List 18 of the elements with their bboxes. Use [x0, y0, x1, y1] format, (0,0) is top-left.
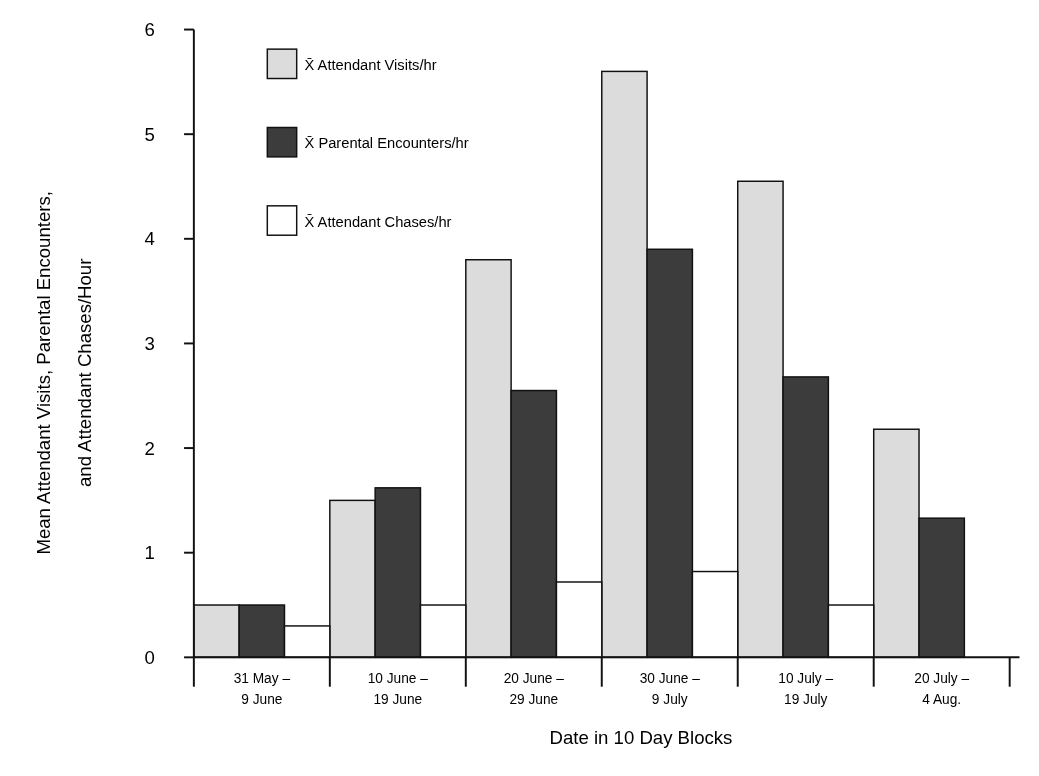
- x-tick-label: 20 July – 4 Aug.: [914, 670, 970, 708]
- y-tick-label: 0: [144, 646, 155, 668]
- legend-label: X̄ Attendant Visits/hr: [304, 56, 437, 73]
- y-axis-title: Mean Attendant Visits, Parental Encounters, and Attendant Chases/Hour: [32, 191, 96, 555]
- legend-label: X̄ Parental Encounters/hr: [304, 135, 469, 152]
- y-tick-label: 1: [144, 542, 155, 564]
- y-tick-label: 4: [144, 228, 155, 250]
- y-tick-label: 6: [144, 19, 155, 41]
- y-tick-label: 3: [144, 332, 155, 354]
- x-tick-label: 31 May – 9 June: [233, 670, 291, 708]
- x-tick-label: 10 July – 19 July: [778, 670, 834, 708]
- y-tick-label: 2: [144, 437, 155, 459]
- x-tick-label: 10 June – 19 June: [367, 670, 429, 708]
- legend-label: X̄ Attendant Chases/hr: [304, 213, 452, 230]
- x-tick-label: 20 June – 29 June: [503, 670, 565, 708]
- x-tick-label: 30 June – 9 July: [639, 670, 701, 708]
- y-tick-label: 5: [144, 123, 155, 145]
- x-axis-title: Date in 10 Day Blocks: [549, 727, 733, 749]
